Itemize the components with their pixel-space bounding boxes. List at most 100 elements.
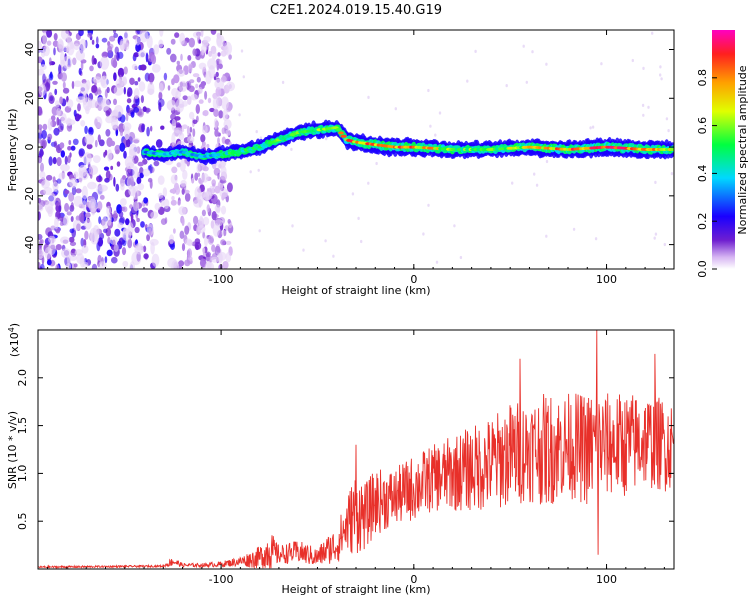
- heatmap-cell: [189, 126, 193, 133]
- heatmap-cell: [151, 64, 161, 73]
- heatmap-cell: [134, 226, 140, 234]
- heatmap-cell: [207, 97, 212, 104]
- heatmap-cell: [204, 90, 208, 100]
- snr-scale-prefix: (x10: [8, 332, 21, 357]
- heatmap-cell: [116, 51, 119, 61]
- heatmap-cell: [227, 219, 231, 224]
- heatmap-cell: [120, 198, 127, 207]
- heatmap-cell: [188, 37, 195, 48]
- heatmap-cell: [85, 105, 90, 115]
- heatmap-cell: [72, 219, 82, 231]
- heatmap-cell: [115, 183, 120, 192]
- heatmap-cell: [78, 30, 84, 37]
- heatmap-cell: [189, 79, 195, 84]
- heatmap-cell: [157, 192, 163, 199]
- heatmap-cell: [143, 197, 149, 204]
- heatmap-cell: [97, 261, 107, 269]
- heatmap-cell: [124, 126, 130, 140]
- heatmap-cell: [184, 238, 193, 246]
- heatmap-cell: [69, 177, 78, 188]
- heatmap-cell: [45, 30, 53, 38]
- heatmap-cell: [73, 195, 83, 207]
- heatmap-cell: [71, 185, 77, 196]
- heatmap-cell: [178, 80, 188, 92]
- heatmap-cell: [147, 88, 155, 95]
- heatmap-cell: [572, 227, 576, 231]
- heatmap-cell: [211, 179, 216, 187]
- heatmap-cell: [141, 207, 148, 213]
- spectrogram-xlabel: Height of straight line (km): [281, 284, 430, 297]
- heatmap-cell: [139, 30, 149, 43]
- heatmap-cell: [47, 209, 53, 217]
- heatmap-cell: [122, 175, 127, 180]
- snr-scale-suffix: ): [8, 323, 21, 327]
- heatmap-cell: [160, 125, 165, 130]
- colorbar-tick-label: 0.4: [696, 165, 709, 183]
- heatmap-cell: [171, 118, 176, 131]
- heatmap-cell: [81, 185, 88, 200]
- heatmap-cell: [136, 217, 140, 223]
- colorbar-gradient: [712, 30, 735, 269]
- heatmap-cell: [62, 55, 73, 69]
- heatmap-cell: [162, 187, 168, 198]
- heatmap-cell: [96, 96, 106, 106]
- heatmap-cell: [55, 205, 60, 212]
- heatmap-cell: [249, 170, 252, 174]
- heatmap-cell: [438, 111, 442, 115]
- ridge-core: [652, 148, 656, 151]
- heatmap-cell: [133, 87, 140, 100]
- chart-title: C2E1.2024.019.15.40.G19: [270, 3, 442, 18]
- heatmap-cell: [71, 80, 75, 90]
- heatmap-cell: [90, 231, 100, 245]
- y-tick-label: 20: [23, 91, 36, 105]
- heatmap-cell: [60, 236, 70, 244]
- heatmap-cell: [659, 65, 662, 69]
- heatmap-cell: [240, 49, 244, 53]
- heatmap-cell: [86, 196, 97, 209]
- heatmap-cell: [226, 182, 233, 193]
- heatmap-cell: [202, 247, 206, 253]
- ridge-core: [406, 145, 411, 149]
- heatmap-cell: [38, 204, 44, 212]
- heatmap-cell: [206, 261, 212, 269]
- heatmap-cell: [183, 189, 190, 194]
- colorbar-ticks: 0.0 0.2 0.4 0.6 0.8: [696, 69, 717, 278]
- heatmap-cell: [663, 242, 666, 247]
- heatmap-cell: [201, 173, 209, 183]
- heatmap-cell: [171, 196, 175, 201]
- heatmap-cell: [531, 50, 534, 54]
- heatmap-cell: [181, 243, 186, 252]
- heatmap-cell: [130, 111, 135, 118]
- heatmap-cell: [53, 140, 58, 149]
- heatmap-cell: [52, 80, 58, 85]
- heatmap-cell: [52, 181, 59, 192]
- heatmap-cell: [54, 216, 59, 230]
- heatmap-cell: [41, 129, 47, 140]
- heatmap-cell: [332, 254, 335, 258]
- heatmap-cell: [192, 73, 200, 78]
- heatmap-cell: [38, 138, 42, 144]
- heatmap-cell: [654, 232, 658, 236]
- heatmap-cell: [171, 132, 176, 146]
- snr-scale-factor: (x104): [7, 323, 21, 357]
- heatmap-cell: [199, 179, 203, 185]
- heatmap-cell: [122, 260, 129, 268]
- heatmap-cell: [194, 241, 202, 250]
- heatmap-cell: [109, 35, 116, 42]
- heatmap-cell: [257, 168, 260, 172]
- heatmap-cell: [100, 76, 106, 87]
- heatmap-cell: [123, 42, 130, 51]
- heatmap-cell: [144, 107, 151, 113]
- heatmap-cell: [221, 127, 226, 135]
- heatmap-cell: [533, 172, 536, 176]
- heatmap-cell: [211, 211, 217, 221]
- heatmap-cell: [225, 251, 232, 263]
- heatmap-cell: [111, 256, 118, 264]
- colorbar-tick-label: 0.6: [696, 117, 709, 135]
- heatmap-cell: [141, 123, 145, 133]
- heatmap-cell: [206, 204, 210, 213]
- heatmap-cell: [121, 247, 127, 256]
- heatmap-cell: [182, 95, 188, 101]
- heatmap-cell: [545, 62, 548, 66]
- heatmap-cell: [48, 73, 54, 81]
